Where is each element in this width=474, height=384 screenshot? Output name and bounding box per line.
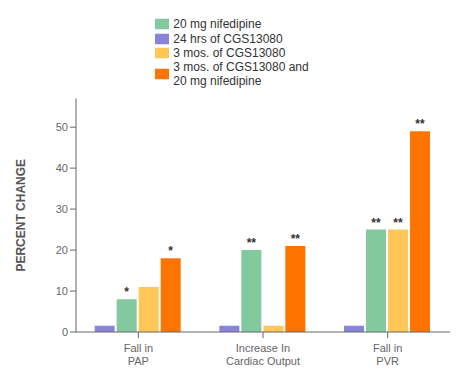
svg-text:40: 40 <box>56 162 68 174</box>
svg-text:20: 20 <box>56 244 68 256</box>
svg-text:Fall inPVR: Fall inPVR <box>373 342 402 367</box>
svg-text:10: 10 <box>56 285 68 297</box>
svg-text:**: ** <box>291 232 301 246</box>
svg-text:0: 0 <box>62 326 68 338</box>
html-text:3 mos. of CGS13080: 3 mos. of CGS13080 <box>173 46 286 61</box>
svg-text:**: ** <box>247 236 257 250</box>
svg-text:50: 50 <box>56 121 68 133</box>
svg-text:**: ** <box>371 216 381 230</box>
svg-text:*: * <box>168 244 173 258</box>
html-text:3 mos. of CGS13080 and 20 mg n: 3 mos. of CGS13080 and 20 mg nifedipine <box>173 60 309 89</box>
svg-text:**: ** <box>393 216 403 230</box>
svg-text:Fall inPAP: Fall inPAP <box>124 342 153 367</box>
svg-text:30: 30 <box>56 203 68 215</box>
html-text:20 mg nifedipine: 20 mg nifedipine <box>173 16 262 31</box>
html-text:24 hrs of CGS13080: 24 hrs of CGS13080 <box>173 31 283 46</box>
svg-text:Increase InCardiac Output: Increase InCardiac Output <box>226 342 300 367</box>
svg-text:*: * <box>124 285 129 299</box>
svg-text:**: ** <box>415 117 425 131</box>
svg-text:PERCENT CHANGE: PERCENT CHANGE <box>14 159 28 272</box>
